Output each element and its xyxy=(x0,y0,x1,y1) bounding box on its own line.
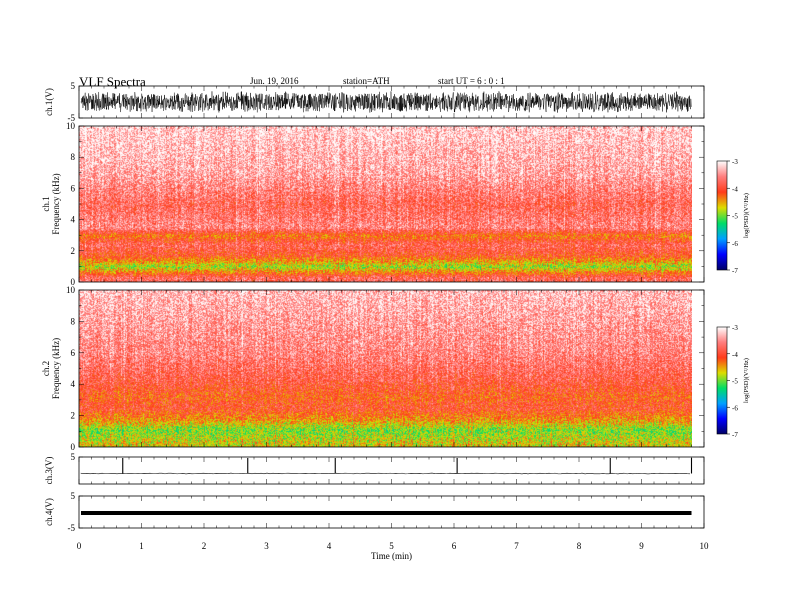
y-axis-label: Frequency (kHz) xyxy=(51,173,61,234)
y-tick-label: 4 xyxy=(71,379,76,389)
y-tick-label: 8 xyxy=(71,152,76,162)
colorbar-label: log(PSD)(V²/Hz) xyxy=(743,358,750,403)
waveform-trace-ch3 xyxy=(80,472,691,475)
y-axis-label: Frequency (kHz) xyxy=(51,338,61,399)
colorbar-tick-label: -6 xyxy=(732,240,738,248)
x-tick-label: 8 xyxy=(577,541,582,551)
colorbar-tick-label: -7 xyxy=(732,431,738,439)
x-tick-label: 5 xyxy=(389,541,394,551)
x-tick-label: 0 xyxy=(77,541,82,551)
y-tick-label: 5 xyxy=(71,81,76,91)
x-tick-label: 9 xyxy=(639,541,644,551)
panel-ch1-spec: -3 -4 -5 -6 -7 log(PSD)(V²/Hz) 0 2 4 6 8 10 ch.1 Freq… xyxy=(41,121,750,287)
y-tick-label: 6 xyxy=(71,348,76,358)
y-axis-label: ch.1(V) xyxy=(44,88,54,116)
y-tick-label: -5 xyxy=(68,113,76,123)
x-tick-label: 2 xyxy=(202,541,207,551)
y-axis-label: ch.2 xyxy=(41,361,51,376)
spectrogram-ch1-spec xyxy=(79,126,692,282)
colorbar-tick-label: -4 xyxy=(732,351,738,359)
y-tick-label: 8 xyxy=(71,316,76,326)
y-tick-label: -5 xyxy=(68,523,76,533)
colorbar-ch1-spec xyxy=(716,160,728,271)
colorbar-tick-label: -4 xyxy=(732,185,738,193)
x-tick-label: 6 xyxy=(452,541,457,551)
colorbar-tick-label: -6 xyxy=(732,404,738,412)
colorbar-label: log(PSD)(V²/Hz) xyxy=(743,193,750,238)
start-time-label: start UT = 6 : 0 : 1 xyxy=(438,76,505,86)
colorbar-tick-label: -5 xyxy=(732,213,738,221)
waveform-trace-ch1 xyxy=(80,91,692,113)
station-label: station=ATH xyxy=(343,76,390,86)
y-tick-label: 6 xyxy=(71,183,76,193)
waveform-trace-ch4 xyxy=(81,511,692,515)
panel-ch1-wave: 5 -5 ch.1(V) xyxy=(44,81,705,123)
date-label: Jun. 19, 2016 xyxy=(250,76,299,86)
y-tick-label: 10 xyxy=(66,121,76,131)
panel-ch3-wave: 5 ch.3(V) xyxy=(44,452,705,485)
x-tick-label: 10 xyxy=(700,541,710,551)
x-tick-label: 3 xyxy=(264,541,269,551)
colorbar-tick-label: -3 xyxy=(732,324,738,332)
y-tick-label: 10 xyxy=(66,285,76,295)
x-tick-label: 1 xyxy=(139,541,144,551)
colorbar-tick-label: -7 xyxy=(732,267,738,275)
spectrogram-ch2-spec xyxy=(79,290,692,447)
panel-ch2-spec: -3 -4 -5 -6 -7 log(PSD)(V²/Hz) 0 2 4 6 8 10 ch.2 Freq… xyxy=(41,285,750,452)
y-tick-label: 4 xyxy=(71,215,76,225)
colorbar-ch2-spec xyxy=(716,326,728,435)
colorbar-tick-label: -5 xyxy=(732,378,738,386)
chart-title: VLF Spectra xyxy=(79,74,146,89)
y-tick-label: 5 xyxy=(71,491,76,501)
y-tick-label: 2 xyxy=(71,246,76,256)
x-axis-label: Time (min) xyxy=(371,551,412,561)
x-tick-label: 4 xyxy=(327,541,332,551)
y-axis-label: ch.1 xyxy=(41,196,51,211)
panel-ch4-wave: 5 -5 ch.4(V) xyxy=(44,491,705,533)
colorbar-tick-label: -3 xyxy=(732,158,738,166)
y-axis-label: ch.4(V) xyxy=(44,498,54,526)
y-tick-label: 2 xyxy=(71,411,76,421)
y-tick-label: 0 xyxy=(71,442,76,452)
y-axis-label: ch.3(V) xyxy=(44,457,54,485)
y-tick-label: 0 xyxy=(71,277,76,287)
y-tick-label: 5 xyxy=(71,452,76,462)
x-tick-label: 7 xyxy=(514,541,519,551)
